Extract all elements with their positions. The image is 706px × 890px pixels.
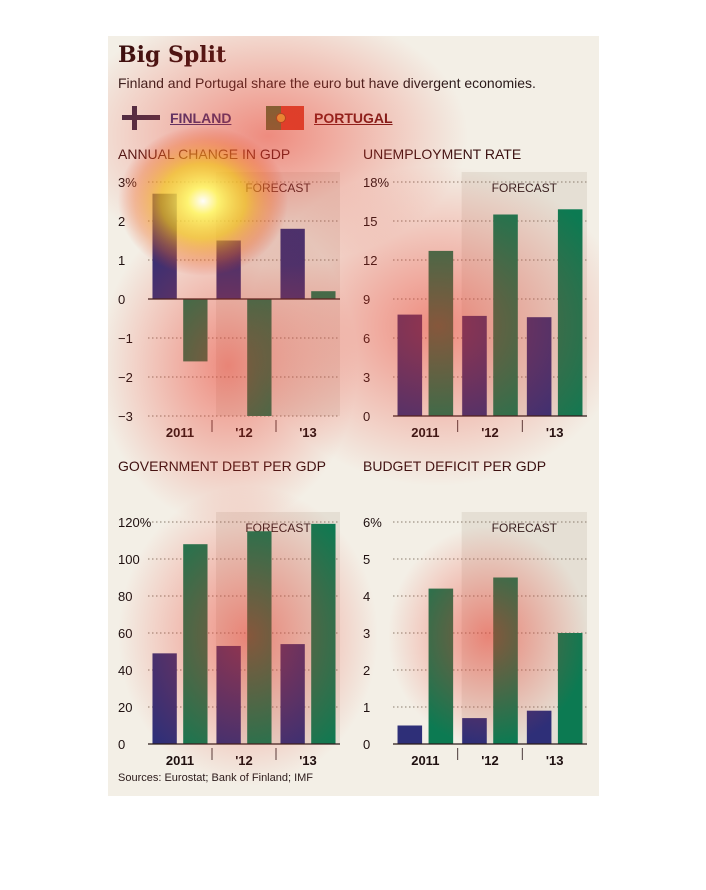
bar-finland xyxy=(280,228,305,299)
source-note: Sources: Eurostat; Bank of Finland; IMF xyxy=(118,772,314,784)
bar-finland xyxy=(280,644,305,744)
bar-finland xyxy=(152,653,177,744)
portugal-flag-icon xyxy=(266,106,304,130)
y-tick-label: 0 xyxy=(363,409,370,424)
y-tick-label: 3% xyxy=(118,175,137,190)
y-tick-label: 60 xyxy=(118,626,132,641)
x-tick-label: '12 xyxy=(481,753,499,768)
page-subtitle: Finland and Portugal share the euro but … xyxy=(118,75,536,91)
chart-plot: FORECAST 3% 2 1 0 −1 −2 −3 2011 '12 '13 xyxy=(118,172,340,440)
bar-portugal xyxy=(493,577,518,744)
x-tick-label: '12 xyxy=(235,753,253,768)
y-tick-label: 5 xyxy=(363,552,370,567)
bar-portugal xyxy=(247,299,272,416)
x-tick-label: 2011 xyxy=(166,753,194,768)
chart-plot: FORECAST 6% 5 4 3 2 1 0 2011 '12 '13 xyxy=(363,512,587,768)
chart-gdp-change: ANNUAL CHANGE IN GDP FORECAST 3% 2 1 0 −1 −2 −3… xyxy=(118,146,344,440)
legend-finland: FINLAND xyxy=(122,106,231,130)
bar-portugal xyxy=(311,291,336,299)
bar-portugal xyxy=(428,588,454,744)
x-tick-label: 2011 xyxy=(166,425,194,440)
chart-budget-deficit: BUDGET DEFICIT PER GDP FORECAST 6% 5 4 3 2 1 0 2… xyxy=(363,458,591,768)
legend-label-finland: FINLAND xyxy=(170,110,232,126)
y-tick-label: 15 xyxy=(363,214,377,229)
y-tick-label: 9 xyxy=(363,292,370,307)
x-tick-label: 2011 xyxy=(411,753,439,768)
y-tick-label: 1 xyxy=(363,700,370,715)
forecast-label: FORECAST xyxy=(492,521,558,535)
bar-portugal xyxy=(428,250,454,416)
y-tick-label: 20 xyxy=(118,700,132,715)
y-tick-label: 3 xyxy=(363,626,370,641)
bar-finland xyxy=(397,314,423,416)
y-tick-label: 3 xyxy=(363,370,370,385)
y-tick-label: 100 xyxy=(118,552,140,567)
x-tick-label: '12 xyxy=(481,425,499,440)
bar-portugal xyxy=(557,209,583,416)
x-tick-label: '13 xyxy=(299,753,317,768)
bar-finland xyxy=(462,315,487,416)
y-tick-label: 0 xyxy=(363,737,370,752)
x-tick-label: '13 xyxy=(299,425,317,440)
forecast-label: FORECAST xyxy=(245,181,311,195)
y-tick-label: 120% xyxy=(118,515,152,530)
y-tick-label: 18% xyxy=(363,175,389,190)
y-tick-label: 2 xyxy=(363,663,370,678)
x-tick-label: '13 xyxy=(546,425,564,440)
x-tick-label: 2011 xyxy=(411,425,439,440)
page-title: Big Split xyxy=(118,42,227,68)
legend-portugal: PORTUGAL xyxy=(266,106,393,130)
chart-plot: FORECAST 18% 15 12 9 6 3 0 2011 '12 '13 xyxy=(363,172,587,440)
finland-flag-icon xyxy=(122,106,160,130)
bar-portugal xyxy=(183,299,208,362)
x-tick-label: '12 xyxy=(235,425,253,440)
y-tick-label: 12 xyxy=(363,253,377,268)
bar-portugal xyxy=(311,523,336,744)
y-tick-label: 2 xyxy=(118,214,125,229)
chart-unemployment: UNEMPLOYMENT RATE FORECAST 18% 15 12 9 6 3 0 201… xyxy=(363,146,591,440)
chart-government-debt: GOVERNMENT DEBT PER GDP FORECAST 120% 100 8… xyxy=(118,458,344,768)
bar-portugal xyxy=(493,214,518,416)
bar-finland xyxy=(152,193,177,299)
legend-label-portugal: PORTUGAL xyxy=(314,110,393,126)
y-tick-label: 6 xyxy=(363,331,370,346)
y-tick-label: −3 xyxy=(118,409,133,424)
bar-finland xyxy=(526,317,552,416)
bar-portugal xyxy=(183,544,208,744)
bar-portugal xyxy=(247,531,272,744)
bar-finland xyxy=(462,718,487,744)
bar-finland xyxy=(397,725,423,744)
bar-portugal xyxy=(557,633,583,744)
y-tick-label: −2 xyxy=(118,370,133,385)
y-tick-label: 6% xyxy=(363,515,382,530)
y-tick-label: 0 xyxy=(118,737,125,752)
y-tick-label: 40 xyxy=(118,663,132,678)
bar-finland xyxy=(526,710,552,744)
y-tick-label: 4 xyxy=(363,589,370,604)
bar-finland xyxy=(216,240,241,299)
y-tick-label: −1 xyxy=(118,331,133,346)
infographic-card: Big Split Finland and Portugal share the… xyxy=(108,36,599,796)
y-tick-label: 80 xyxy=(118,589,132,604)
x-tick-label: '13 xyxy=(546,753,564,768)
bar-finland xyxy=(216,645,241,744)
y-tick-label: 1 xyxy=(118,253,125,268)
y-tick-label: 0 xyxy=(118,292,125,307)
forecast-label: FORECAST xyxy=(492,181,558,195)
